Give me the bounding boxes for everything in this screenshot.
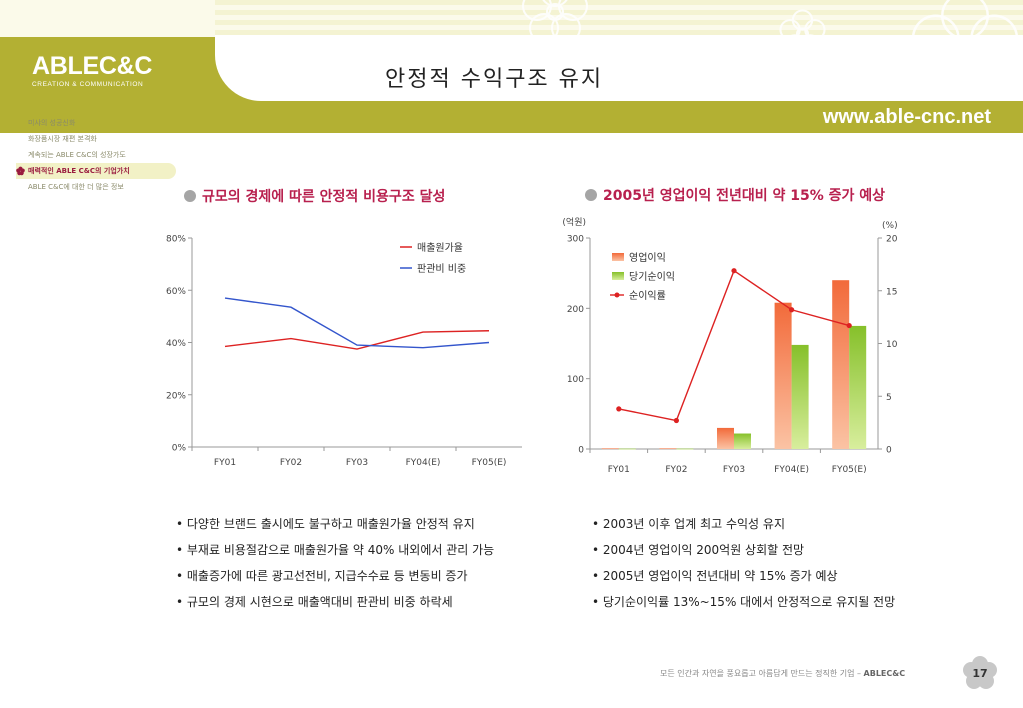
nav-item-market-reorganization[interactable]: 화장품시장 재편 본격화 (28, 135, 97, 143)
operating-profit-bar (717, 427, 734, 449)
y-tick-label: 200 (567, 305, 584, 315)
operating-profit-bar (774, 302, 792, 449)
x-tick-label: FY01 (214, 458, 236, 468)
company-logo: ABLEC&C CREATION & COMMUNICATION (32, 52, 152, 89)
x-tick-label: FY05(E) (832, 465, 867, 475)
right-bullet-list: • 2003년 이후 업계 최고 수익성 유지 • 2004년 영업이익 200… (592, 516, 910, 620)
list-item: • 2004년 영업이익 200억원 상회할 전망 (592, 543, 805, 557)
website-url: www.able-cnc.net (822, 106, 991, 128)
left-section-title-text: 규모의 경제에 따른 안정적 비용구조 달성 (202, 189, 446, 205)
header-title-area (215, 35, 1023, 101)
list-item: • 부재료 비용절감으로 매출원가율 약 40% 내외에서 관리 가능 (176, 543, 495, 557)
y-tick-label: 0% (172, 444, 187, 454)
y-tick-label: 0 (578, 446, 584, 456)
nav-item-label: 매력적인 ABLE C&C의 기업가치 (28, 167, 130, 175)
flower-bullet-icon (16, 166, 25, 176)
x-tick-label: FY02 (280, 458, 302, 468)
nav-item-growth-path[interactable]: 계속되는 ABLE C&C의 성장가도 (28, 151, 126, 159)
bullet-dot-icon (184, 190, 196, 202)
net-income-bar (618, 448, 636, 450)
profit-margin-point (616, 406, 622, 412)
operating-profit-bar (601, 448, 619, 450)
x-tick-label: FY04(E) (406, 458, 441, 468)
list-item: • 매출증가에 따른 광고선전비, 지급수수료 등 변동비 증가 (176, 569, 468, 583)
legend-label: 매출원가율 (417, 242, 463, 254)
series-line-1 (224, 330, 490, 350)
x-tick-label: FY01 (608, 465, 630, 475)
page-number-badge: 17 (963, 656, 997, 689)
operating-profit-bar (659, 448, 677, 450)
y-right-tick-label: 0 (886, 446, 892, 456)
side-navigation: 미샤의 성공신화 화장품시장 재편 본격화 계속되는 ABLE C&C의 성장가… (16, 115, 176, 195)
right-section-title-text: 2005년 영업이익 전년대비 약 15% 증가 예상 (603, 188, 886, 204)
x-tick-label: FY02 (665, 465, 687, 475)
y-tick-label: 100 (567, 375, 584, 385)
profit-margin-point (673, 417, 679, 424)
legend-swatch (612, 272, 624, 280)
y-right-tick-label: 5 (886, 393, 892, 403)
list-item: • 2005년 영업이익 전년대비 약 15% 증가 예상 (592, 569, 838, 583)
legend-label: 영업이익 (629, 251, 666, 264)
header-tab-area (0, 0, 215, 37)
bullet-dot-icon (585, 189, 597, 201)
series-line-2 (224, 297, 490, 349)
profit-margin-point (789, 307, 795, 313)
nav-item-corporate-value[interactable]: 매력적인 ABLE C&C의 기업가치 (16, 163, 176, 179)
logo-text: ABLEC&C (32, 52, 153, 80)
profit-margin-point (731, 268, 737, 274)
legend-label: 판관비 비중 (417, 263, 466, 275)
y-axis-left-title: (억원) (562, 216, 586, 228)
net-income-bar (849, 325, 867, 449)
legend-marker (614, 292, 620, 298)
cost-ratio-line-chart: 0% 20% 40% 60% 80% FY01 FY02 FY03 FY04(E) FY05(E)… (166, 235, 522, 468)
y-right-tick-label: 15 (886, 287, 897, 297)
x-tick-label: FY05(E) (472, 458, 507, 468)
y-axis-right-title: (%) (882, 221, 898, 231)
header-band (0, 0, 1023, 133)
list-item: • 당기순이익률 13%~15% 대에서 안정적으로 유지될 전망 (592, 595, 896, 609)
y-tick-label: 80% (166, 235, 186, 245)
y-tick-label: 20% (166, 391, 186, 401)
list-item: • 2003년 이후 업계 최고 수익성 유지 (592, 517, 785, 531)
y-tick-label: 60% (166, 287, 186, 297)
right-section-title: 2005년 영업이익 전년대비 약 15% 증가 예상 (585, 186, 885, 206)
list-item: • 규모의 경제 시현으로 매출액대비 판관비 비중 하락세 (176, 595, 453, 609)
legend-swatch (612, 253, 624, 261)
page-title: 안정적 수익구조 유지 (385, 67, 604, 92)
y-right-tick-label: 10 (886, 340, 898, 350)
y-tick-label: 40% (166, 339, 186, 349)
page-number: 17 (972, 667, 987, 680)
x-tick-label: FY03 (346, 458, 368, 468)
profit-bar-chart: (억원) (%) 0 100 200 300 0 5 10 15 20 FY01 FY02 FY03 FY0… (562, 216, 898, 475)
legend-label: 당기순이익 (629, 271, 675, 283)
y-tick-label: 300 (567, 235, 584, 245)
nav-item-misha-success[interactable]: 미샤의 성공신화 (28, 119, 76, 127)
x-tick-label: FY03 (723, 465, 745, 475)
net-income-bar (791, 344, 809, 449)
net-income-bar (676, 448, 694, 450)
nav-item-more-info[interactable]: ABLE C&C에 대한 더 많은 정보 (28, 183, 124, 191)
y-right-tick-label: 20 (886, 235, 898, 245)
x-tick-label: FY04(E) (774, 465, 809, 475)
footer-slogan: 모든 인간과 자연을 풍요롭고 아름답게 만드는 정직한 기업 – ABLEC&… (660, 668, 905, 679)
net-income-bar (734, 433, 751, 449)
footer-slogan-text: 모든 인간과 자연을 풍요롭고 아름답게 만드는 정직한 기업 – (660, 669, 864, 678)
left-bullet-list: • 다양한 브랜드 출시에도 불구하고 매출원가율 안정적 유지 • 부재료 비… (176, 516, 546, 620)
operating-profit-bar (832, 280, 850, 449)
footer-brand: ABLEC&C (863, 669, 906, 678)
profit-margin-point (846, 322, 852, 329)
left-section-title: 규모의 경제에 따른 안정적 비용구조 달성 (184, 187, 445, 207)
list-item: • 다양한 브랜드 출시에도 불구하고 매출원가율 안정적 유지 (176, 517, 475, 531)
legend-label: 순이익률 (629, 290, 666, 302)
logo-tagline: CREATION & COMMUNICATION (32, 81, 144, 88)
